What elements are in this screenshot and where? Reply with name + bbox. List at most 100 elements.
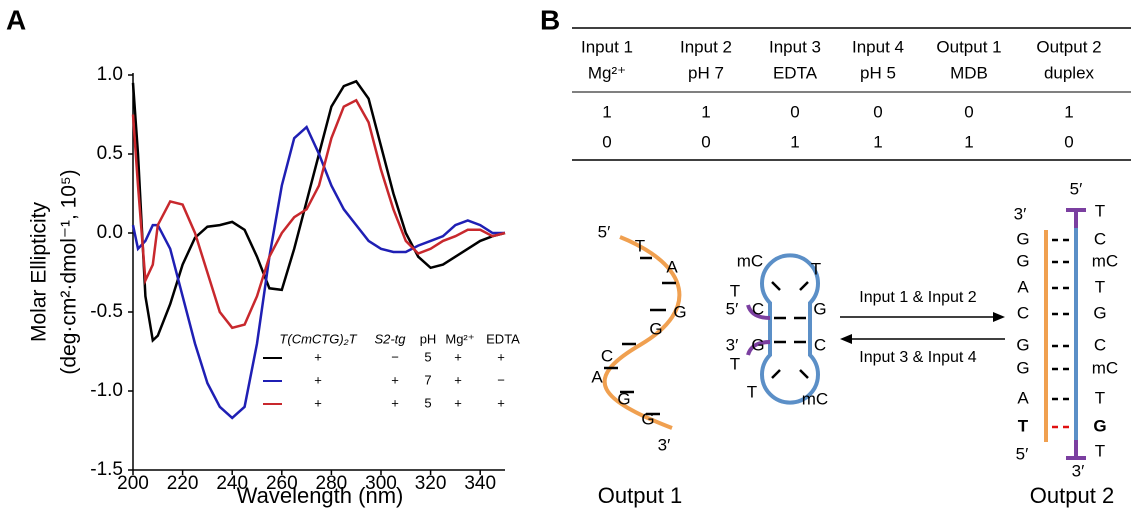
base-label: 5′	[1016, 444, 1029, 463]
x-tick-label: 240	[216, 473, 248, 494]
strand-end	[746, 304, 771, 356]
base-label: T	[1018, 416, 1029, 435]
x-tick-label: 300	[365, 473, 397, 494]
legend-header: EDTA	[486, 331, 520, 346]
base-label: G	[617, 389, 630, 408]
table-header: EDTA	[773, 63, 818, 82]
base-label: T	[1095, 277, 1105, 296]
legend-cell: −	[497, 372, 505, 387]
x-tick-label: 280	[316, 473, 348, 494]
base-label: A	[1017, 277, 1029, 296]
legend-cell: −	[391, 349, 399, 364]
base-label: Input 3 & Input 4	[859, 349, 977, 366]
legend-cell: 7	[424, 372, 431, 387]
legend-header: S2-tg	[374, 331, 406, 346]
base-label: T	[635, 236, 645, 255]
base-label: 3′	[1014, 204, 1027, 223]
base-label: A	[666, 257, 678, 276]
table-cell: 1	[873, 132, 882, 151]
base-label: 3′	[658, 435, 671, 454]
base-label: C	[752, 299, 764, 318]
x-tick-label: 260	[266, 473, 298, 494]
base-label: 3′	[1072, 461, 1085, 480]
legend-cell: +	[391, 395, 399, 410]
base-label: A	[591, 367, 603, 386]
base-label: 5′	[726, 299, 739, 318]
base-label: T	[1095, 441, 1105, 460]
base-label: C	[1017, 303, 1029, 322]
table-header: MDB	[950, 63, 988, 82]
base-label: G	[1016, 229, 1029, 248]
base-label: G	[1016, 251, 1029, 270]
y-axis-title: Molar Ellipticity	[28, 201, 51, 342]
table-cell: 0	[790, 102, 799, 121]
base-label: G	[649, 319, 662, 338]
legend-cell: +	[454, 372, 462, 387]
x-tick-label: 220	[167, 473, 199, 494]
base-label: C	[1094, 335, 1106, 354]
legend-cell: +	[454, 395, 462, 410]
legend-cell: 5	[424, 395, 431, 410]
base-label: mC	[802, 389, 828, 408]
line-series	[131, 98, 506, 330]
y-tick-label: -1.0	[90, 380, 123, 401]
base-label: G	[1016, 358, 1029, 377]
base-label: mC	[1092, 251, 1118, 270]
base-label: G	[1016, 335, 1029, 354]
line-series	[131, 79, 506, 343]
legend-header: Mg²⁺	[445, 331, 474, 346]
base-label: C	[1094, 229, 1106, 248]
table-header: Output 2	[1036, 37, 1101, 56]
strand-end	[1066, 208, 1086, 460]
table-header: Mg²⁺	[588, 63, 626, 82]
base-label: T	[811, 259, 821, 278]
base-pairs	[604, 256, 809, 416]
base-label: T	[1095, 388, 1105, 407]
base-label: mC	[1092, 358, 1118, 377]
panel-label: B	[540, 4, 560, 35]
legend-header: pH	[420, 331, 437, 346]
table-cell: 0	[1064, 132, 1073, 151]
base-label: Input 1 & Input 2	[859, 289, 977, 306]
x-tick-label: 200	[117, 473, 149, 494]
table-header: pH 7	[688, 63, 724, 82]
base-label: Output 2	[1030, 483, 1114, 508]
table-cell: 0	[873, 102, 882, 121]
table-header: Input 2	[680, 37, 732, 56]
legend-cell: +	[391, 372, 399, 387]
arrow-head	[840, 334, 852, 344]
y-axis-title: (deg·cm²·dmol⁻¹, 10⁵)	[58, 169, 81, 374]
base-label: T	[747, 382, 757, 401]
table-cell: 1	[790, 132, 799, 151]
strand	[602, 235, 682, 430]
legend-cell: +	[497, 349, 505, 364]
base-label: A	[1017, 388, 1029, 407]
legend-cell: +	[497, 395, 505, 410]
base-label: 5′	[598, 222, 611, 241]
base-label: T	[1095, 201, 1105, 220]
base-label: G	[641, 409, 654, 428]
base-label: G	[813, 299, 826, 318]
base-label: G	[673, 302, 686, 321]
table-cell: 1	[602, 102, 611, 121]
base-label: mC	[737, 251, 763, 270]
table-header: Input 4	[852, 37, 904, 56]
line-series	[131, 125, 505, 420]
legend-cell: +	[314, 395, 322, 410]
table-cell: 0	[701, 132, 710, 151]
table-header: Input 1	[581, 37, 633, 56]
legend-cell: +	[314, 349, 322, 364]
y-tick-label: -0.5	[90, 301, 123, 322]
base-label: G	[1093, 416, 1106, 435]
y-tick-label: 0.5	[97, 143, 123, 164]
x-tick-label: 340	[464, 473, 496, 494]
arrow-head	[993, 312, 1005, 322]
table-header: Input 3	[769, 37, 821, 56]
legend-cell: +	[454, 349, 462, 364]
base-label: G	[1093, 303, 1106, 322]
table-header: duplex	[1044, 63, 1095, 82]
x-axis-title: Wavelength (nm)	[237, 483, 404, 508]
table-header: pH 5	[860, 63, 896, 82]
legend-cell: 5	[424, 349, 431, 364]
